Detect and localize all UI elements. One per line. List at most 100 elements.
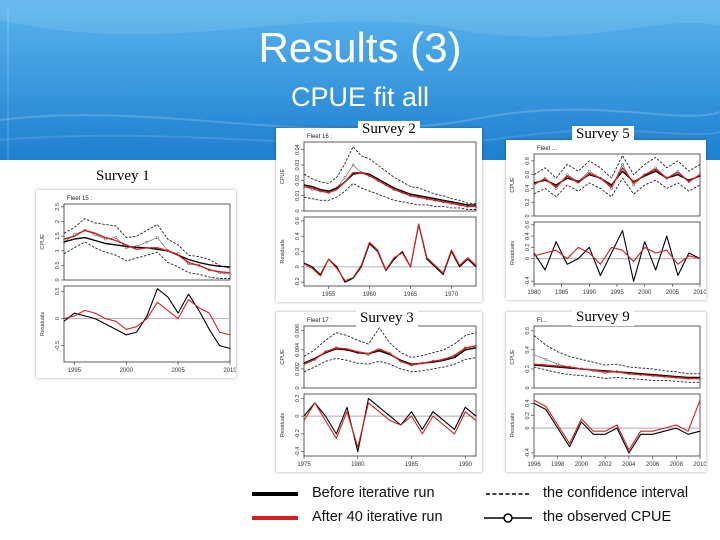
observed-point <box>156 236 159 239</box>
x-tick-label: 1980 <box>527 290 541 296</box>
x-tick-label: 1960 <box>363 292 377 298</box>
y-tick-label: 0.03 <box>295 160 301 171</box>
x-tick-label: 2002 <box>598 462 612 468</box>
observed-point <box>544 358 548 361</box>
y-tick-label: 0 <box>295 265 301 268</box>
resid-y-axis-label: Residuals <box>510 413 516 437</box>
legend-after-label: After 40 iterative run <box>312 509 443 525</box>
observed-point <box>556 362 560 366</box>
after-residual-line <box>303 223 477 282</box>
y-tick-label: 0.6 <box>525 327 531 335</box>
chart-survey-9: Fl... 0 0.2 0.4 0.6 CPUE -0.4 0 0.2 0.4 Residuals 1… <box>510 318 706 468</box>
y-tick-label: 0.5 <box>55 288 61 296</box>
y-tick-label: 0.01 <box>295 190 301 201</box>
ci-upper-line <box>533 335 700 375</box>
y-tick-label: 0.02 <box>295 175 301 186</box>
x-tick-label: 2004 <box>622 462 636 468</box>
label-survey-1: Survey 1 <box>92 168 154 185</box>
y-tick-label: 0.6 <box>525 171 531 179</box>
after-fit-line <box>533 363 700 380</box>
y-tick-label: 1.5 <box>55 232 61 240</box>
before-fit-line <box>303 172 476 206</box>
y-tick-label: 0.2 <box>525 198 531 206</box>
y-tick-label: 0.2 <box>525 244 531 252</box>
before-fit-line <box>303 347 477 365</box>
x-tick-label: 2005 <box>666 290 680 296</box>
y-tick-label: 0.5 <box>55 262 61 270</box>
y-tick-label: 0.8 <box>525 157 531 165</box>
after-fit-line <box>63 229 231 274</box>
cpue-axes-frame <box>303 141 477 212</box>
observed-point <box>343 175 347 179</box>
observed-point <box>145 240 149 244</box>
x-tick-label: 1996 <box>527 462 541 468</box>
slide-subtitle: CPUE fit all <box>290 82 430 112</box>
y-tick-label: 0 <box>525 214 531 217</box>
fleet-label: Fl... <box>537 318 547 324</box>
x-tick-label: 2000 <box>120 368 134 374</box>
observed-point <box>587 169 591 173</box>
y-tick-label: 0 <box>295 386 301 389</box>
y-tick-label: 0.2 <box>295 395 301 403</box>
legend-swatches <box>252 492 532 523</box>
fleet-label: Fleet 16 : <box>307 134 332 140</box>
chart-panel-survey-3: Fleet 17 : 0 0.002 0.004 0.006 CPUE -0.4 -0.2 0 0… <box>276 312 482 472</box>
y-tick-label: 0 <box>525 427 531 430</box>
observed-point <box>114 236 118 239</box>
ci-upper-line <box>63 218 231 269</box>
y-tick-label: 0.2 <box>525 412 531 420</box>
x-tick-label: 2000 <box>638 290 652 296</box>
label-survey-5: Survey 5 <box>572 126 634 143</box>
y-tick-label: 0.04 <box>295 144 301 155</box>
resid-y-axis-label: Residuals <box>280 413 286 437</box>
y-tick-label: 0 <box>55 317 61 320</box>
ci-lower-line <box>533 366 700 383</box>
x-tick-label: 1995 <box>68 368 82 374</box>
legend-observed-label: the observed CPUE <box>543 509 672 525</box>
y-tick-label: 0.4 <box>525 399 531 407</box>
y-tick-label: 0.6 <box>295 217 301 225</box>
legend-observed-marker <box>503 513 513 523</box>
chart-panel-survey-9: Fl... 0 0.2 0.4 0.6 CPUE -0.4 0 0.2 0.4 Residuals 1… <box>506 312 706 472</box>
ci-lower-line <box>533 177 701 198</box>
x-tick-label: 1955 <box>322 292 336 298</box>
chart-survey-5: Fleet ... 0 0.2 0.4 0.6 0.8 CPUE -0.4 0 0.2 0.4 0.6… <box>510 146 706 296</box>
ci-upper-line <box>303 146 476 204</box>
after-residual-line <box>303 402 477 448</box>
x-tick-label: 1998 <box>551 462 565 468</box>
y-tick-label: -0.4 <box>295 447 301 456</box>
x-tick-label: 2000 <box>575 462 589 468</box>
cpue-axes-frame <box>533 325 701 389</box>
x-tick-label: 2006 <box>646 462 660 468</box>
after-fit-line <box>533 167 701 188</box>
x-tick-label: 1965 <box>404 292 418 298</box>
observed-point <box>621 162 624 166</box>
ci-lower-line <box>303 357 477 373</box>
x-tick-label: 2005 <box>171 368 185 374</box>
after-fit-line <box>303 345 477 366</box>
y-tick-label: -0.5 <box>55 341 61 350</box>
cpue-y-axis-label: CPUE <box>40 234 46 250</box>
chart-panel-survey-2: Fleet 16 : 0 0.01 0.02 0.03 0.04 CPUE -0.2 0 0.2 0… <box>276 128 482 302</box>
y-tick-label: 0 <box>295 209 301 212</box>
label-survey-3: Survey 3 <box>356 310 418 327</box>
y-tick-label: 0.4 <box>525 346 531 354</box>
y-tick-label: -0.2 <box>295 429 301 438</box>
title-banner: Results (3) CPUE fit all <box>0 0 720 160</box>
chart-survey-2: Fleet 16 : 0 0.01 0.02 0.03 0.04 CPUE -0.2 0 0.2 0… <box>280 134 478 298</box>
cpue-y-axis-label: CPUE <box>510 177 516 193</box>
y-tick-label: 0 <box>525 386 531 389</box>
fleet-label: Fleet 15 : <box>67 196 92 202</box>
ci-upper-line <box>303 327 477 358</box>
y-tick-label: 0.4 <box>525 232 531 240</box>
x-tick-label: 1990 <box>459 462 473 468</box>
before-residual-line <box>63 288 231 349</box>
cpue-y-axis-label: CPUE <box>510 349 516 365</box>
ci-lower-line <box>63 241 230 279</box>
fleet-label: Fleet 17 : <box>307 318 332 324</box>
y-tick-label: 0.2 <box>525 365 531 373</box>
after-residual-line <box>63 299 231 336</box>
slide-title: Results (3) <box>258 24 462 71</box>
resid-axes-frame <box>303 393 477 457</box>
y-tick-label: 0 <box>525 257 531 260</box>
